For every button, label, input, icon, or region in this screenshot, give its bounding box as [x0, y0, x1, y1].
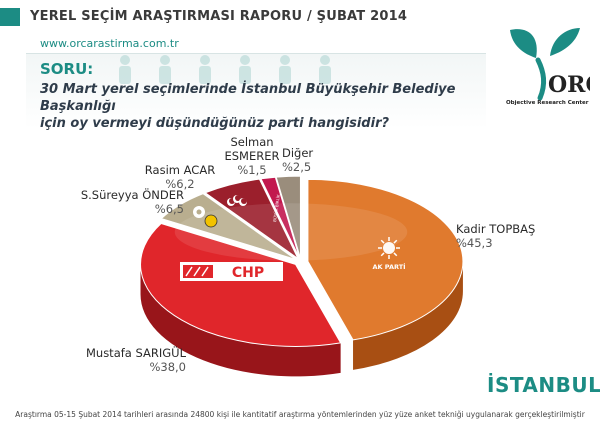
- people-silhouette-icon: [119, 55, 331, 84]
- logo-text: ORC: [548, 72, 590, 98]
- slice-value-mustafa-sarigul: %38,0: [149, 360, 186, 374]
- pie-slice-diger: [275, 175, 301, 259]
- mhp-logo-icon: [227, 195, 247, 206]
- slice-name-diger: Diğer: [282, 146, 314, 160]
- question-text: 30 Mart yerel seçimlerinde İstanbul Büyü…: [40, 81, 500, 132]
- slice-label-kadir-topbas: Kadir TOPBAŞ %45,3: [456, 222, 535, 250]
- akp-logo-text: AK PARTİ: [372, 262, 405, 271]
- slice-value-rasim-acar: %6,2: [165, 177, 195, 191]
- slice-value-sureyya-onder: %6,5: [154, 202, 184, 216]
- slice-value-diger: %2,5: [282, 160, 312, 174]
- pie-slice-mustafa-sarigul: [140, 222, 342, 347]
- slice-label-sureyya-onder: S.Süreyya ÖNDER %6,5: [81, 188, 184, 216]
- slice-name-rasim-acar: Rasim ACAR: [144, 163, 216, 177]
- header-accent-bar: [0, 8, 20, 26]
- hdp-logo-icon: [193, 206, 205, 218]
- slice-name-mustafa-sarigul: Mustafa SARIGÜL: [85, 346, 186, 360]
- footnote: Araştırma 05-15 Şubat 2014 tarihleri ara…: [15, 410, 585, 419]
- slice-label-diger: Diğer %2,5: [282, 146, 313, 174]
- pie-side-mustafa-sarigul: [140, 264, 341, 377]
- bbp-logo-text: BÜYÜK BİRLİK: [272, 194, 281, 222]
- chp-logo-text: CHP: [232, 265, 264, 281]
- website-link[interactable]: www.orcarastirma.com.tr: [40, 37, 179, 50]
- report-title: YEREL SEÇİM ARAŞTIRMASI RAPORU / ŞUBAT 2…: [30, 9, 408, 24]
- city-label: İSTANBUL: [487, 373, 600, 397]
- orc-logo-icon: ORC: [510, 28, 590, 101]
- question-box: [26, 53, 486, 129]
- slice-label-selman-esmerer: Selman ESMERER %1,5: [224, 135, 279, 177]
- bbp-logo-icon: [204, 214, 218, 228]
- slice-value-kadir-topbas: %45,3: [456, 236, 493, 250]
- pie-slice-kadir-topbas: [307, 178, 464, 341]
- question-line-2: için oy vermeyi düşündüğünüz parti hangi…: [40, 116, 390, 131]
- slice-value-selman-esmerer: %1,5: [237, 163, 267, 177]
- slice-name-part-selman-esmerer-0: Selman: [230, 135, 274, 149]
- question-label: SORU:: [40, 60, 94, 78]
- akp-logo-icon: AK PARTİ: [372, 237, 406, 271]
- question-line-1: 30 Mart yerel seçimlerinde İstanbul Büyü…: [40, 82, 456, 114]
- pie-side-kadir-topbas: [353, 261, 463, 370]
- slice-name-sureyya-onder: S.Süreyya ÖNDER: [80, 188, 184, 202]
- slice-name-kadir-topbas: Kadir TOPBAŞ: [456, 222, 536, 236]
- chp-logo-icon: CHP: [180, 262, 283, 281]
- header-band: [0, 0, 600, 34]
- pie-gloss: [174, 203, 408, 261]
- slice-label-rasim-acar: Rasim ACAR %6,2: [145, 163, 215, 191]
- logo-caption: Objective Research Center: [506, 100, 589, 106]
- slice-name-part-selman-esmerer-1: ESMERER: [224, 149, 280, 163]
- pie-side-walls: [140, 261, 463, 377]
- slice-label-mustafa-sarigul: Mustafa SARIGÜL %38,0: [86, 346, 186, 374]
- pie-slice-selman-esmerer: [260, 176, 301, 259]
